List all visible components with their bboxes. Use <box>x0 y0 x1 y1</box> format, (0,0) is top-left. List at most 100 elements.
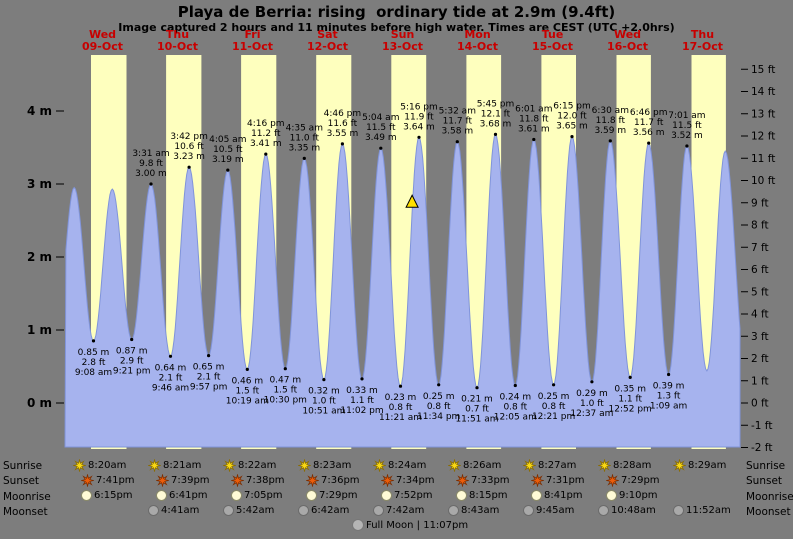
sunrise-entry-time: 8:23am <box>313 460 352 471</box>
low-tide-label: 0.65 m <box>193 363 225 373</box>
moonset-entry: 11:52am <box>673 505 731 516</box>
y-axis-right-label: 0 ft <box>751 398 769 410</box>
sunset-row-label-right: Sunset <box>746 475 783 487</box>
high-tide-label: 3.35 m <box>288 143 320 153</box>
sunset-icon <box>231 474 244 487</box>
high-tide-point <box>532 137 536 142</box>
moonrise-entry: 6:41pm <box>156 490 208 501</box>
sunrise-entry-time: 8:24am <box>388 460 427 471</box>
sunset-entry-time: 7:31pm <box>546 475 585 486</box>
moonrise-entry: 9:10pm <box>606 490 658 501</box>
moonset-icon <box>448 505 459 516</box>
low-tide-label: 1.0 ft <box>580 399 604 409</box>
moonrise-entry: 7:29pm <box>306 490 358 501</box>
moonset-entry: 5:42am <box>223 505 274 516</box>
sunset-entry: 7:34pm <box>381 474 435 487</box>
low-tide-label: 0.29 m <box>576 389 608 399</box>
moonrise-entry-time: 8:41pm <box>544 490 583 501</box>
high-tide-label: 10.6 ft <box>174 142 204 152</box>
high-tide-label: 11.7 ft <box>634 118 664 128</box>
moonset-entry-time: 11:52am <box>686 505 731 516</box>
high-tide-label: 3.64 m <box>403 122 435 132</box>
sunrise-entry-time: 8:29am <box>688 460 727 471</box>
high-tide-label: 6:46 pm <box>630 108 668 118</box>
moonset-icon <box>373 505 384 516</box>
sunset-entry: 7:39pm <box>156 474 210 487</box>
high-tide-label: 3:42 pm <box>170 132 208 142</box>
sunset-icon <box>81 474 94 487</box>
sunrise-entry: 8:24am <box>373 459 426 472</box>
moonrise-entry: 7:52pm <box>381 490 433 501</box>
sunset-icon <box>606 474 619 487</box>
moonset-entry: 8:43am <box>448 505 499 516</box>
high-tide-point <box>340 142 344 146</box>
moonrise-entry-time: 7:29pm <box>319 490 358 501</box>
sunrise-icon <box>223 459 236 472</box>
moonrise-entry: 8:15pm <box>456 490 508 501</box>
low-tide-point <box>398 384 403 388</box>
high-tide-label: 3.56 m <box>633 128 665 138</box>
low-tide-label: 0.25 m <box>538 392 570 402</box>
low-tide-label: 0.8 ft <box>389 403 413 413</box>
y-axis-right-label: 5 ft <box>751 286 769 298</box>
high-tide-label: 10.5 ft <box>213 145 243 155</box>
sunset-entry-time: 7:39pm <box>171 475 210 486</box>
moonrise-entry-time: 7:52pm <box>394 490 433 501</box>
y-axis-right-label: 9 ft <box>751 197 769 209</box>
y-axis-left-label: 2 m <box>27 250 52 264</box>
y-axis-left-label: 0 m <box>27 396 52 410</box>
low-tide-label: 11:34 pm <box>417 412 460 422</box>
moonset-entry-time: 8:43am <box>461 505 500 516</box>
moonset-entry-time: 6:42am <box>311 505 350 516</box>
sunset-entry-time: 7:34pm <box>396 475 435 486</box>
low-tide-label: 0.25 m <box>423 392 455 402</box>
low-tide-label: 0.32 m <box>308 387 340 397</box>
moonrise-entry-time: 7:05pm <box>244 490 283 501</box>
moonset-entry-time: 9:45am <box>536 505 575 516</box>
sunrise-entry-time: 8:28am <box>613 460 652 471</box>
y-axis-right-label: 15 ft <box>751 64 775 76</box>
low-tide-point <box>360 377 364 381</box>
y-axis-right-label: -2 ft <box>751 442 772 454</box>
moonset-icon <box>598 505 609 516</box>
y-axis-left-label: 4 m <box>27 104 52 118</box>
low-tide-label: 1.0 ft <box>312 397 336 407</box>
low-tide-label: 12:37 am <box>570 409 613 419</box>
moonrise-entry-time: 8:15pm <box>469 490 508 501</box>
high-tide-point <box>493 132 498 136</box>
low-tide-label: 0.64 m <box>155 363 187 373</box>
high-tide-point <box>647 141 651 145</box>
y-axis-right-label: 11 ft <box>751 153 775 165</box>
sunrise-entry-time: 8:21am <box>163 460 202 471</box>
sunset-icon <box>156 474 169 487</box>
high-tide-point <box>187 165 191 169</box>
moonset-entry: 6:42am <box>298 505 349 516</box>
low-tide-label: 9:57 pm <box>190 383 228 393</box>
high-tide-label: 3.61 m <box>518 125 550 135</box>
low-tide-label: 0.8 ft <box>427 402 451 412</box>
low-tide-label: 0.8 ft <box>542 402 566 412</box>
sunset-icon <box>381 474 394 487</box>
low-tide-label: 0.39 m <box>653 382 685 392</box>
high-tide-label: 7:01 am <box>668 111 705 121</box>
moonset-icon <box>673 505 684 516</box>
low-tide-label: 2.1 ft <box>197 373 221 383</box>
moonrise-icon <box>531 490 542 501</box>
sunrise-icon <box>373 459 386 472</box>
low-tide-point <box>628 375 632 379</box>
high-tide-label: 4:16 pm <box>247 119 285 129</box>
high-tide-label: 11.8 ft <box>519 115 549 125</box>
moonset-icon <box>523 505 534 516</box>
moonrise-icon <box>231 490 242 501</box>
y-axis-right-label: 12 ft <box>751 131 775 143</box>
low-tide-point <box>552 383 556 387</box>
high-tide-label: 11.2 ft <box>251 129 281 139</box>
y-axis-left-label: 3 m <box>27 177 52 191</box>
low-tide-label: 2.1 ft <box>159 373 183 383</box>
high-tide-label: 3.65 m <box>556 122 588 132</box>
moonset-entry-time: 7:42am <box>386 505 425 516</box>
y-axis-right-label: 1 ft <box>751 375 769 387</box>
high-tide-label: 6:30 am <box>592 106 629 116</box>
sunrise-icon <box>523 459 536 472</box>
low-tide-label: 1.1 ft <box>618 394 642 404</box>
